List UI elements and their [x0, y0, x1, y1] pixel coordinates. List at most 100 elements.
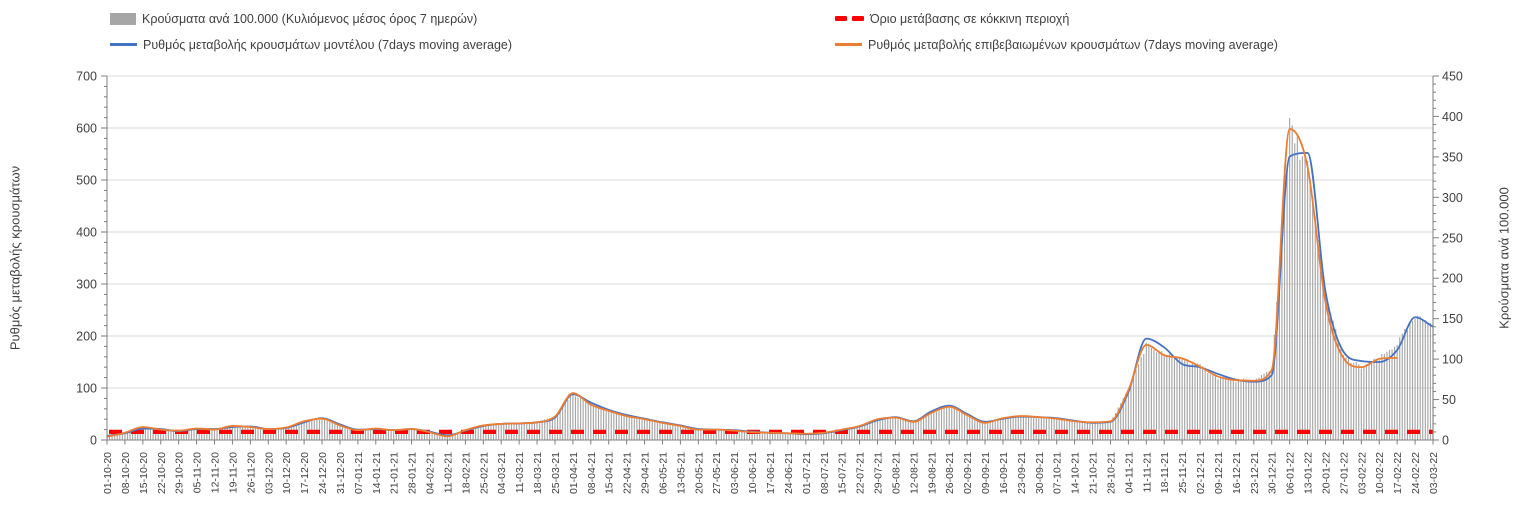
right-axis-tick-label: 350: [1442, 150, 1463, 164]
x-axis-tick-label: 26-11-20: [245, 452, 257, 493]
x-axis-tick-label: 19-08-21: [926, 452, 938, 494]
x-axis-tick-label: 21-10-21: [1088, 452, 1100, 494]
left-axis-tick-label: 300: [76, 278, 97, 292]
x-axis-tick-label: 11-03-21: [514, 452, 526, 493]
x-axis-tick-label: 22-10-20: [156, 452, 168, 494]
x-axis-tick-label: 10-12-20: [281, 452, 293, 494]
x-axis-tick-label: 01-10-20: [102, 452, 114, 494]
left-axis-ticks: 0 100 200 300 400 500 600 700: [76, 70, 107, 448]
x-axis-tick-label: 17-02-22: [1392, 452, 1404, 494]
x-axis-tick-label: 21-01-21: [389, 452, 401, 494]
x-axis-tick-label: 08-07-21: [819, 452, 831, 494]
x-axis-tick-label: 22-07-21: [855, 452, 867, 494]
right-axis-tick-label: 250: [1442, 231, 1463, 245]
cases-bars: [106, 118, 1434, 440]
x-axis-tick-label: 14-01-21: [371, 452, 383, 494]
legend-label-bars: Κρούσματα ανά 100.000 (Κυλιόμενος μέσος …: [142, 11, 478, 26]
x-axis-tick-label: 08-04-21: [586, 452, 598, 494]
left-axis-tick-label: 700: [76, 70, 97, 84]
legend-item-bars: Κρούσματα ανά 100.000 (Κυλιόμενος μέσος …: [110, 10, 477, 27]
left-axis-tick-label: 400: [76, 226, 97, 240]
x-axis-tick-label: 03-12-20: [263, 452, 275, 494]
x-axis-tick-label: 04-02-21: [425, 452, 437, 494]
model-rate-line: [106, 152, 1434, 437]
x-axis-tick-label: 01-07-21: [801, 452, 813, 494]
x-axis-tick-label: 17-06-21: [765, 452, 777, 494]
x-axis-tick-label: 28-10-21: [1105, 452, 1117, 494]
x-axis-tick-label: 15-04-21: [604, 452, 616, 494]
x-axis-tick-label: 10-02-22: [1374, 452, 1386, 494]
x-axis-tick-label: 30-09-21: [1034, 452, 1046, 494]
x-axis-tick-label: 24-02-22: [1410, 452, 1422, 494]
legend-item-model: Ρυθμός μεταβολής κρουσμάτων μοντέλου (7d…: [110, 36, 512, 53]
x-axis-tick-label: 04-11-21: [1123, 452, 1135, 493]
x-axis-tick-label: 23-09-21: [1016, 452, 1028, 494]
right-axis-tick-label: 300: [1442, 191, 1463, 205]
x-axis-tick-label: 12-11-20: [210, 452, 222, 493]
x-axis-tick-label: 22-04-21: [622, 452, 634, 494]
axes: [106, 76, 1434, 441]
x-axis-tick-label: 28-01-21: [407, 452, 419, 494]
gridlines: [107, 75, 1433, 389]
x-axis-tick-label: 10-06-21: [747, 452, 759, 494]
x-axis-tick-label: 03-06-21: [729, 452, 741, 494]
x-axis-tick-label: 11-02-21: [442, 452, 454, 493]
right-axis-ticks: 0 50 100 150 200 250 300 350 400 450: [1433, 70, 1463, 448]
right-axis-tick-label: 50: [1442, 393, 1456, 407]
right-axis-tick-label: 200: [1442, 272, 1463, 286]
legend-label-threshold: Όριο μετάβασης σε κόκκινη περιοχή: [870, 11, 1070, 26]
gray-bar-swatch-icon: [110, 12, 136, 25]
x-axis-tick-label: 18-02-21: [460, 452, 472, 494]
red-dash-icon: [835, 16, 864, 21]
x-axis-tick-label: 03-02-22: [1356, 452, 1368, 494]
x-axis-tick-label: 30-12-21: [1267, 452, 1279, 494]
right-axis-tick-label: 0: [1442, 434, 1449, 448]
left-axis-tick-label: 100: [76, 382, 97, 396]
x-axis-tick-label: 05-11-20: [192, 452, 204, 493]
x-axis-tick-label: 16-12-21: [1231, 452, 1243, 494]
legend-item-confirmed: Ρυθμός μεταβολής επιβεβαιωμένων κρουσμάτ…: [835, 36, 1278, 53]
left-axis-tick-label: 600: [76, 122, 97, 136]
x-axis-tick-label: 24-06-21: [783, 452, 795, 494]
x-axis-tick-label: 02-09-21: [962, 452, 974, 494]
x-axis-tick-label: 09-12-21: [1213, 452, 1225, 494]
x-axis-ticks: 01-10-20 08-10-20 15-10-20 22-10-20 29-10-20…: [102, 440, 1440, 494]
x-axis-tick-label: 06-01-22: [1285, 452, 1297, 494]
x-axis-tick-label: 17-12-20: [299, 452, 311, 494]
x-axis-tick-label: 23-12-21: [1249, 452, 1261, 494]
x-axis-tick-label: 11-11-21: [1141, 452, 1153, 493]
x-axis-tick-label: 01-04-21: [568, 452, 580, 494]
legend-item-threshold: Όριο μετάβασης σε κόκκινη περιοχή: [835, 10, 1069, 27]
x-axis-tick-label: 15-10-20: [138, 452, 150, 494]
x-axis-tick-label: 29-04-21: [640, 452, 652, 494]
legend-label-model: Ρυθμός μεταβολής κρουσμάτων μοντέλου (7d…: [143, 37, 513, 52]
left-axis-tick-label: 500: [76, 174, 97, 188]
right-axis-tick-label: 100: [1442, 353, 1463, 367]
orange-line-icon: [835, 43, 862, 46]
x-axis-tick-label: 14-10-21: [1070, 452, 1082, 494]
x-axis-tick-label: 18-03-21: [532, 452, 544, 494]
x-axis-tick-label: 25-02-21: [478, 452, 490, 494]
x-axis-tick-label: 06-05-21: [657, 452, 669, 494]
x-axis-tick-label: 27-05-21: [711, 452, 723, 494]
x-axis-tick-label: 25-11-21: [1177, 452, 1189, 493]
x-axis-tick-label: 19-11-20: [227, 452, 239, 493]
x-axis-tick-label: 16-09-21: [998, 452, 1010, 494]
x-axis-tick-label: 24-12-20: [317, 452, 329, 494]
x-axis-tick-label: 13-01-22: [1303, 452, 1315, 494]
x-axis-tick-label: 27-01-22: [1338, 452, 1350, 494]
x-axis-tick-label: 04-03-21: [496, 452, 508, 494]
right-axis-tick-label: 400: [1442, 110, 1463, 124]
x-axis-tick-label: 05-08-21: [890, 452, 902, 494]
x-axis-tick-label: 02-12-21: [1195, 452, 1207, 494]
right-axis-tick-label: 450: [1442, 70, 1463, 84]
left-axis-tick-label: 200: [76, 330, 97, 344]
left-axis-tick-label: 0: [90, 434, 97, 448]
x-axis-tick-label: 08-10-20: [120, 452, 132, 494]
confirmed-rate-line: [106, 128, 1398, 438]
x-axis-tick-label: 09-09-21: [980, 452, 992, 494]
x-axis-tick-label: 26-08-21: [944, 452, 956, 494]
x-axis-tick-label: 20-01-22: [1320, 452, 1332, 494]
